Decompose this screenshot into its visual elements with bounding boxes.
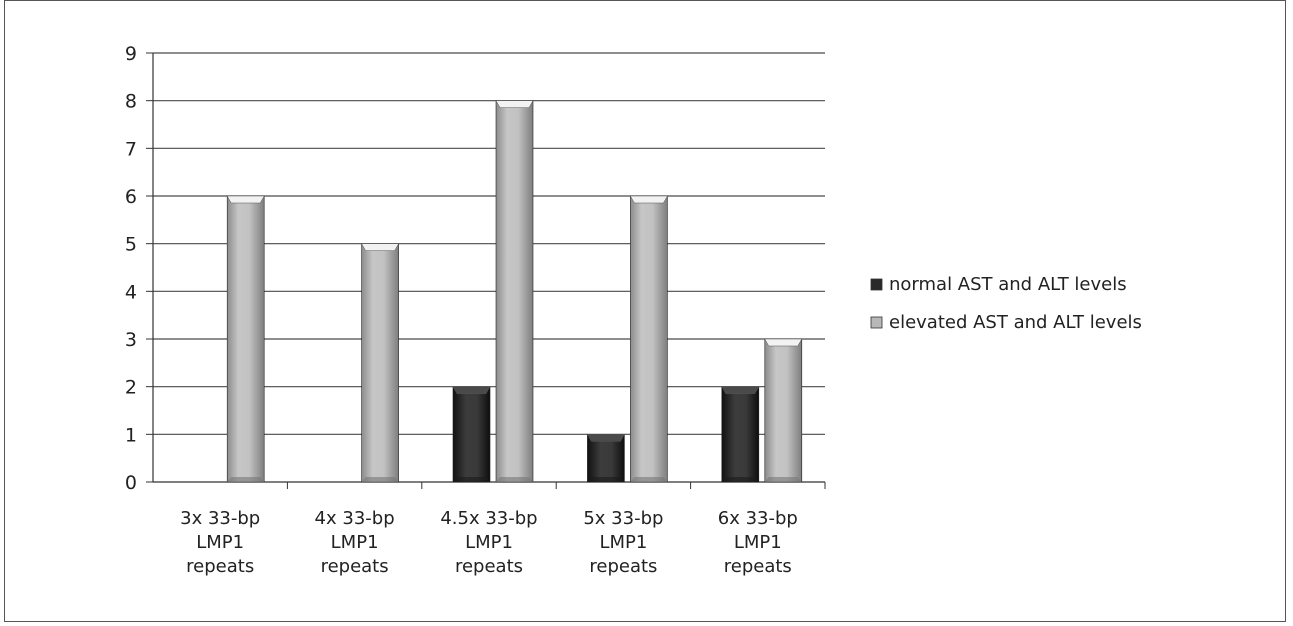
x-category-label: 4x 33-bp (315, 508, 395, 529)
y-tick-label: 1 (125, 424, 137, 446)
y-tick-label: 4 (125, 281, 137, 303)
bar-cap (586, 434, 625, 442)
bar-base (764, 477, 802, 482)
bar-body (764, 338, 803, 483)
bar-body (587, 434, 625, 483)
legend: normal AST and ALT levels elevated AST an… (870, 274, 1142, 333)
legend-swatch (870, 278, 883, 291)
bar-base (630, 477, 668, 482)
y-tick-label: 2 (125, 377, 137, 399)
x-category-label: repeats (724, 556, 792, 577)
bar-cap (764, 338, 803, 347)
bar-cap (629, 195, 668, 204)
bar-normal (586, 434, 625, 483)
y-tick-label: 7 (125, 138, 137, 160)
gridlines (153, 52, 825, 435)
x-category-label: repeats (321, 556, 389, 577)
bar-body (630, 195, 668, 483)
legend-label: normal AST and ALT levels (889, 274, 1127, 295)
x-category-label: LMP1 (734, 532, 782, 553)
bar-body (226, 195, 265, 483)
bar-cap (721, 386, 760, 394)
bar-base (453, 477, 490, 482)
bar-normal (721, 386, 760, 483)
y-tick-label: 9 (125, 43, 137, 65)
bar-base (587, 477, 625, 482)
bar-base (361, 477, 399, 482)
category-labels: 3x 33-bp LMP1 repeats 4x 33-bp LMP1 repeats 4.… (180, 508, 798, 577)
chart-frame: 0 1 2 3 4 5 6 7 8 9 3x 33-bp LMP1 repeats 4x 33-bp LM… (4, 0, 1286, 622)
x-category-label: repeats (589, 556, 657, 577)
x-category-label: 6x 33-bp (718, 508, 798, 529)
bar-cap (452, 386, 491, 394)
x-category-label: LMP1 (465, 532, 513, 553)
bar-cap (495, 100, 534, 108)
bar-cap (226, 195, 265, 204)
bar-elevated (495, 100, 534, 483)
tick-labels: 0 1 2 3 4 5 6 7 8 9 (125, 43, 137, 494)
x-category-label: LMP1 (599, 532, 647, 553)
x-category-label: repeats (186, 556, 254, 577)
bar-normal (452, 386, 491, 483)
x-category-label: LMP1 (331, 532, 379, 553)
bars (226, 100, 803, 483)
y-tick-label: 3 (125, 329, 137, 351)
y-tick-label: 0 (125, 472, 137, 494)
x-category-label: 5x 33-bp (583, 508, 663, 529)
legend-swatch (870, 316, 883, 329)
bar-chart: 0 1 2 3 4 5 6 7 8 9 3x 33-bp LMP1 repeats 4x 33-bp LM… (125, 43, 1142, 577)
bar-base (227, 477, 265, 482)
bar-elevated (764, 338, 803, 483)
bar-cap (361, 243, 400, 251)
bar-elevated (361, 243, 400, 483)
y-tick-label: 8 (125, 91, 137, 113)
legend-label: elevated AST and ALT levels (889, 312, 1142, 333)
bar-elevated (226, 195, 265, 483)
y-tick-label: 5 (125, 234, 137, 256)
x-category-label: repeats (455, 556, 523, 577)
bar-elevated (629, 195, 668, 483)
x-category-label: LMP1 (196, 532, 244, 553)
x-category-label: 4.5x 33-bp (440, 508, 537, 529)
bar-body (452, 386, 491, 483)
bar-base (721, 477, 759, 482)
bar-body (495, 100, 534, 483)
legend-item: normal AST and ALT levels (870, 274, 1127, 295)
y-tick-label: 6 (125, 186, 137, 208)
bar-body (361, 243, 399, 483)
x-category-label: 3x 33-bp (180, 508, 260, 529)
bar-body (721, 386, 760, 483)
legend-item: elevated AST and ALT levels (870, 312, 1142, 333)
bar-base (496, 477, 533, 482)
